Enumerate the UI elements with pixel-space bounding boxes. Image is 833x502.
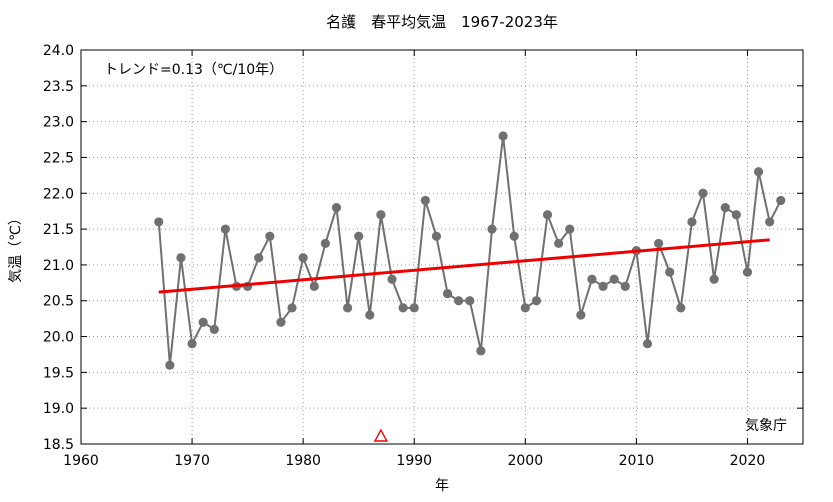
- y-tick-label: 21.5: [43, 222, 74, 238]
- y-tick-label: 21.0: [43, 258, 74, 274]
- data-point: [654, 238, 664, 249]
- data-point: [220, 224, 230, 234]
- data-point: [731, 210, 741, 220]
- trend-annotation: トレンド=0.13（℃/10年）: [104, 62, 283, 78]
- y-tick-label: 19.5: [43, 365, 74, 381]
- data-point: [265, 231, 275, 241]
- data-point: [398, 303, 408, 313]
- source-label: 気象庁: [745, 418, 787, 434]
- x-tick-label: 2020: [730, 453, 766, 469]
- data-point: [209, 324, 219, 334]
- data-point: [409, 303, 419, 313]
- data-point: [542, 210, 553, 220]
- data-point: [676, 303, 686, 313]
- data-point: [531, 296, 542, 306]
- chart-title: 名護 春平均気温 1967-2023年: [326, 13, 558, 31]
- data-point: [176, 253, 186, 263]
- data-point: [254, 253, 264, 263]
- y-tick-label: 22.0: [43, 186, 74, 202]
- x-axis: 1960 1970 1980 1990 2000 2010 2020: [63, 50, 765, 469]
- data-point: [320, 238, 330, 249]
- y-axis-label: 気温（℃）: [8, 211, 24, 283]
- series-group: [154, 131, 786, 370]
- data-point: [387, 274, 397, 284]
- data-point: [687, 217, 697, 227]
- data-point: [465, 296, 475, 306]
- trend-group: [158, 238, 770, 294]
- data-point: [598, 281, 608, 291]
- data-point: [442, 288, 453, 299]
- data-point: [609, 274, 619, 284]
- data-point: [498, 131, 508, 141]
- y-tick-label: 19.0: [43, 401, 74, 417]
- data-point: [765, 217, 775, 227]
- x-tick-label: 1960: [63, 453, 99, 469]
- y-axis: 18.5 19.0 19.5 20.0 20.5 21.0 21.5 22.0 22.5 23.0…: [43, 43, 803, 453]
- data-point: [509, 231, 519, 241]
- data-point: [642, 339, 653, 349]
- data-point: [476, 346, 486, 356]
- plot-frame: [80, 49, 804, 445]
- data-point: [287, 303, 297, 313]
- data-point: [709, 274, 719, 284]
- data-point: [420, 195, 430, 206]
- y-tick-label: 24.0: [43, 43, 74, 59]
- data-point: [698, 188, 708, 198]
- data-point: [520, 303, 530, 313]
- data-point: [187, 339, 197, 349]
- data-point: [331, 203, 342, 213]
- data-point: [620, 281, 630, 291]
- data-point: [576, 310, 586, 320]
- y-tick-label: 20.0: [43, 330, 74, 346]
- data-point: [154, 217, 164, 227]
- data-point: [720, 203, 730, 213]
- data-point: [554, 238, 564, 249]
- data-point: [165, 360, 175, 370]
- x-tick-label: 1970: [174, 453, 210, 469]
- station-change-marker: [373, 428, 389, 442]
- data-point: [276, 317, 286, 327]
- marker-group: [373, 428, 389, 442]
- y-tick-label: 18.5: [43, 437, 74, 453]
- trend-line: [158, 238, 770, 294]
- series-line: [157, 135, 782, 366]
- x-tick-label: 2000: [507, 453, 543, 469]
- data-point: [565, 224, 575, 234]
- data-point: [587, 274, 597, 284]
- data-point: [342, 303, 353, 313]
- x-tick-label: 1990: [396, 453, 432, 469]
- data-point: [487, 224, 497, 234]
- data-point: [298, 253, 308, 263]
- y-tick-label: 22.5: [43, 150, 74, 166]
- y-tick-label: 20.5: [43, 294, 74, 310]
- data-point: [309, 281, 319, 291]
- x-tick-label: 2010: [619, 453, 655, 469]
- data-point: [776, 195, 786, 206]
- data-point: [365, 310, 375, 320]
- data-point: [665, 267, 675, 277]
- data-point: [753, 167, 764, 177]
- x-tick-label: 1980: [285, 453, 321, 469]
- data-point: [376, 210, 386, 220]
- data-point: [431, 231, 442, 241]
- x-axis-label: 年: [435, 478, 449, 494]
- data-point: [454, 296, 464, 306]
- data-point: [354, 231, 364, 241]
- y-tick-label: 23.0: [43, 115, 74, 131]
- data-point: [742, 267, 753, 277]
- y-tick-label: 23.5: [43, 79, 74, 95]
- data-point: [198, 317, 208, 327]
